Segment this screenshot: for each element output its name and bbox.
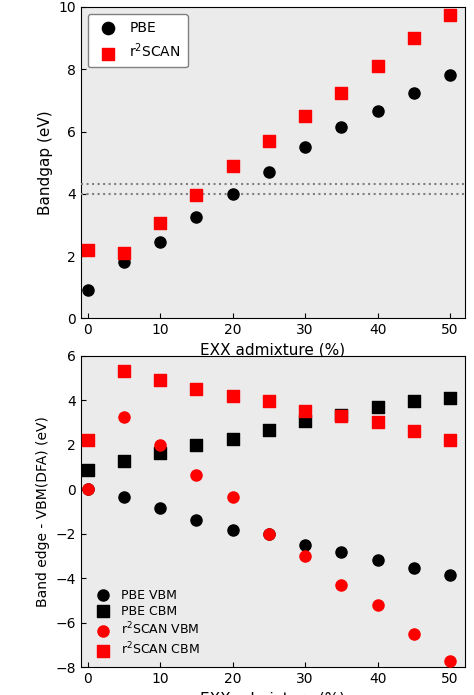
PBE [229, 188, 237, 199]
r$^2$SCAN CBM [337, 410, 345, 421]
Y-axis label: Bandgap (eV): Bandgap (eV) [37, 111, 53, 215]
Legend: PBE, r$^2$SCAN: PBE, r$^2$SCAN [88, 14, 188, 67]
Legend: PBE VBM, PBE CBM, r$^2$SCAN VBM, r$^2$SCAN CBM: PBE VBM, PBE CBM, r$^2$SCAN VBM, r$^2$SC… [87, 585, 203, 661]
PBE [84, 285, 91, 296]
PBE CBM [410, 396, 418, 407]
PBE [337, 122, 345, 133]
r$^2$SCAN [84, 245, 91, 256]
r$^2$SCAN CBM [301, 406, 309, 417]
PBE [446, 70, 454, 81]
r$^2$SCAN VBM [446, 655, 454, 666]
r$^2$SCAN VBM [410, 628, 418, 639]
r$^2$SCAN VBM [84, 484, 91, 495]
PBE [120, 256, 128, 268]
r$^2$SCAN CBM [193, 384, 201, 395]
r$^2$SCAN VBM [229, 491, 237, 502]
Text: (a): (a) [260, 359, 285, 377]
PBE VBM [193, 515, 201, 526]
PBE CBM [84, 465, 91, 476]
r$^2$SCAN VBM [120, 411, 128, 423]
r$^2$SCAN [446, 9, 454, 20]
r$^2$SCAN [337, 87, 345, 98]
PBE VBM [120, 491, 128, 502]
r$^2$SCAN [265, 136, 273, 147]
r$^2$SCAN VBM [193, 469, 201, 480]
r$^2$SCAN [193, 190, 201, 201]
PBE CBM [193, 439, 201, 450]
r$^2$SCAN VBM [374, 599, 382, 610]
r$^2$SCAN CBM [265, 396, 273, 407]
PBE [301, 142, 309, 153]
PBE VBM [84, 484, 91, 495]
PBE CBM [337, 409, 345, 420]
PBE CBM [229, 434, 237, 445]
PBE CBM [120, 456, 128, 467]
PBE CBM [374, 402, 382, 413]
r$^2$SCAN [156, 218, 164, 229]
Y-axis label: Band edge - VBM(DFA) (eV): Band edge - VBM(DFA) (eV) [36, 416, 50, 607]
r$^2$SCAN CBM [120, 366, 128, 377]
r$^2$SCAN VBM [301, 550, 309, 562]
PBE VBM [337, 546, 345, 557]
r$^2$SCAN CBM [446, 435, 454, 446]
r$^2$SCAN CBM [229, 391, 237, 402]
PBE VBM [374, 555, 382, 566]
PBE [156, 236, 164, 247]
PBE VBM [156, 502, 164, 514]
r$^2$SCAN CBM [410, 426, 418, 437]
PBE CBM [156, 447, 164, 458]
r$^2$SCAN CBM [84, 435, 91, 446]
PBE [410, 87, 418, 98]
PBE [374, 106, 382, 117]
PBE VBM [265, 528, 273, 539]
r$^2$SCAN CBM [374, 417, 382, 428]
r$^2$SCAN VBM [156, 439, 164, 450]
X-axis label: EXX admixture (%): EXX admixture (%) [200, 343, 345, 358]
PBE CBM [265, 425, 273, 436]
PBE CBM [301, 416, 309, 427]
r$^2$SCAN VBM [265, 528, 273, 539]
r$^2$SCAN [120, 247, 128, 259]
PBE CBM [446, 393, 454, 404]
PBE [265, 167, 273, 178]
r$^2$SCAN [301, 111, 309, 122]
r$^2$SCAN [410, 33, 418, 44]
PBE VBM [446, 569, 454, 580]
X-axis label: EXX admixture (%): EXX admixture (%) [200, 692, 345, 695]
r$^2$SCAN VBM [337, 580, 345, 591]
PBE VBM [410, 563, 418, 574]
PBE VBM [301, 539, 309, 550]
PBE [193, 211, 201, 222]
r$^2$SCAN [229, 161, 237, 172]
r$^2$SCAN [374, 60, 382, 72]
PBE VBM [229, 525, 237, 536]
r$^2$SCAN CBM [156, 375, 164, 386]
